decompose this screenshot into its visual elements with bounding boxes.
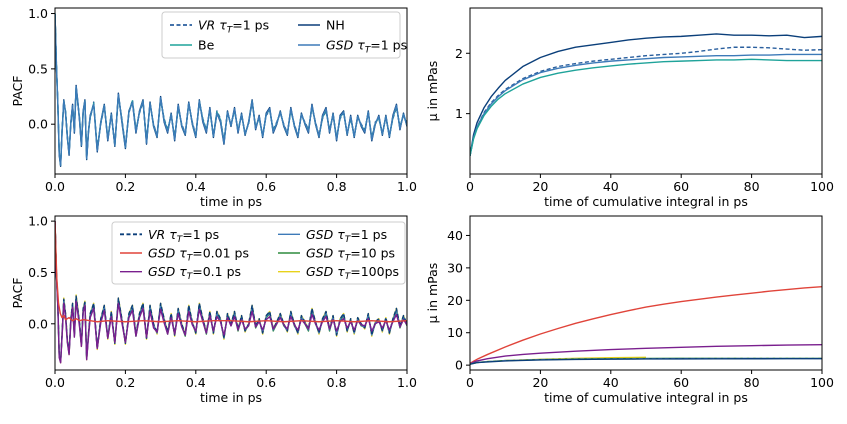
y-tick-label: 40 [447, 228, 463, 243]
y-tick-label: 1 [455, 106, 463, 121]
series-line-nh [470, 33, 822, 157]
legend-label-vr: VR τT=1 ps [148, 227, 219, 245]
y-tick-label: 20 [447, 293, 463, 308]
legend-label-gsd1: GSD τT=1 ps [306, 227, 387, 245]
y-tick-label: 1.0 [28, 6, 48, 21]
x-tick-label: 0.6 [256, 375, 276, 390]
plot-frame [469, 7, 823, 175]
y-tick-label: 0.5 [28, 61, 48, 76]
legend-label-vr: VR τT=1 ps [198, 18, 269, 36]
x-tick-label: 0.4 [186, 375, 206, 390]
legend-label-be: Be [198, 38, 215, 53]
x-tick-label: 80 [744, 375, 760, 390]
x-axis-label: time in ps [200, 390, 262, 405]
x-tick-label: 20 [532, 375, 548, 390]
plot-frame [54, 215, 408, 371]
series-line-gsd01 [55, 221, 407, 364]
plot-frame [469, 215, 823, 371]
series-group [55, 221, 407, 364]
y-tick-label: 0.0 [28, 117, 48, 132]
x-tick-label: 0.0 [45, 179, 65, 194]
series-line-gsd1 [55, 13, 407, 166]
series-line-gsd01 [470, 344, 822, 365]
series-group [470, 33, 822, 157]
x-tick-label: 40 [603, 179, 619, 194]
series-line-gsd001 [470, 285, 822, 365]
series-line-gsd001 [55, 221, 407, 323]
panel-pacf-top: 0.0 0.2 0.4 0.6 0.8 1.0 0.0 0.5 1.0 time in ps PAC… [10, 6, 417, 209]
y-tick-label: 0 [455, 358, 463, 373]
legend-label-nh: NH [326, 18, 345, 33]
series-group [55, 13, 407, 167]
x-tick-label: 60 [673, 179, 689, 194]
y-tick-label: 30 [447, 260, 463, 275]
x-tick-label: 0.8 [327, 375, 347, 390]
y-axis-label: PACF [10, 278, 25, 309]
y-axis-label: µ in mPas [425, 263, 440, 324]
legend-box [111, 221, 406, 285]
series-line-vr [470, 46, 822, 157]
series-line-gsd1 [470, 358, 822, 365]
panel-pacf-bottom: 0.0 0.2 0.4 0.6 0.8 1.0 0.0 0.5 1.0 time in ps PAC… [10, 214, 417, 405]
y-tick-label: 10 [447, 325, 463, 340]
legend-label-gsd10: GSD τT=10 ps [306, 246, 395, 264]
series-group [470, 285, 822, 365]
y-tick-label: 0.0 [28, 316, 48, 331]
x-axis-label: time of cumulative integral in ps [544, 194, 748, 209]
x-tick-label: 0.4 [186, 179, 206, 194]
x-tick-label: 0.8 [327, 179, 347, 194]
series-line-gsd1 [470, 53, 822, 157]
x-tick-label: 80 [744, 179, 760, 194]
x-tick-label: 100 [810, 375, 834, 390]
x-tick-label: 1.0 [397, 375, 417, 390]
x-tick-label: 20 [532, 179, 548, 194]
legend-label-gsd1: GSD τT=1 ps [326, 38, 407, 56]
y-tick-label: 2 [455, 46, 463, 61]
panel-viscosity-top: 0 20 40 60 80 100 1 2 time of cumulative integra… [425, 7, 834, 209]
y-tick-label: 0.5 [28, 265, 48, 280]
x-tick-label: 40 [603, 375, 619, 390]
legend-label-gsd01: GSD τT=0.1 ps [148, 264, 241, 282]
y-tick-label: 1.0 [28, 214, 48, 229]
x-tick-label: 0 [466, 179, 474, 194]
x-tick-label: 60 [673, 375, 689, 390]
legend-label-gsd001: GSD τT=0.01 ps [148, 246, 249, 264]
legend-box [161, 11, 401, 59]
x-axis-label: time in ps [200, 194, 262, 209]
series-line-be [470, 58, 822, 157]
x-tick-label: 0.6 [256, 179, 276, 194]
plot-frame [54, 7, 408, 175]
legend-label-gsd100: GSD τT=100ps [306, 264, 399, 282]
legend: VR τT=1 ps NH Be GSD τT=1 ps [161, 11, 407, 59]
x-tick-label: 0 [466, 375, 474, 390]
x-tick-label: 1.0 [397, 179, 417, 194]
y-axis-label: PACF [10, 76, 25, 107]
x-tick-label: 0.2 [115, 179, 135, 194]
y-axis-label: µ in mPas [425, 61, 440, 122]
x-axis-label: time of cumulative integral in ps [544, 390, 748, 405]
x-tick-label: 0.0 [45, 375, 65, 390]
x-tick-label: 0.2 [115, 375, 135, 390]
x-tick-label: 100 [810, 179, 834, 194]
